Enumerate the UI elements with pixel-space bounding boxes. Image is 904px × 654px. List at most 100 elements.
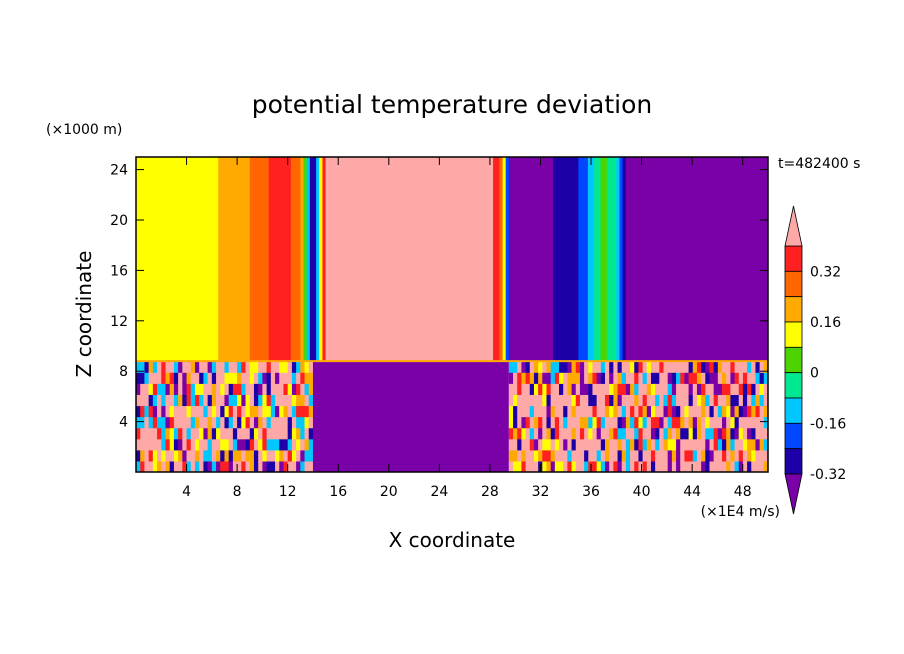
lower-layer-cell	[634, 449, 640, 462]
lower-layer-cell	[178, 416, 183, 429]
lower-layer-cell	[283, 405, 289, 418]
upper-layer-cell	[218, 157, 222, 362]
lower-layer-cell	[663, 449, 669, 462]
lower-layer-cell	[763, 394, 768, 407]
lower-layer-cell	[751, 372, 757, 384]
lower-layer-cell	[742, 438, 748, 451]
lower-layer-cell	[203, 405, 209, 418]
lower-layer-cell	[730, 383, 736, 395]
lower-layer-cell	[283, 394, 289, 407]
upper-layer-cell	[597, 157, 602, 362]
upper-layer-cell	[736, 157, 741, 362]
lower-layer-cell	[300, 427, 306, 440]
lower-layer-cell	[667, 383, 673, 395]
lower-layer-cell	[571, 383, 577, 395]
lower-layer-cell	[182, 460, 188, 472]
lower-layer-cell	[680, 438, 686, 451]
lower-layer-cell	[621, 361, 627, 373]
upper-layer-cell	[401, 157, 406, 362]
upper-layer-cell	[398, 157, 403, 362]
lower-layer-cell	[186, 361, 192, 373]
x-tick-label: 20	[380, 484, 398, 500]
lower-layer-cell	[751, 427, 757, 440]
upper-layer-cell	[733, 157, 737, 362]
lower-layer-cell	[676, 449, 681, 462]
lower-layer-cell	[182, 361, 188, 373]
lower-layer-cell	[617, 416, 623, 429]
x-tick-label: 32	[532, 484, 550, 500]
lower-layer-cell	[575, 460, 581, 472]
lower-layer-cell	[600, 372, 606, 384]
lower-layer-cell	[634, 427, 640, 440]
lower-layer-cell	[296, 361, 301, 373]
lower-layer-cell	[190, 416, 196, 429]
lower-layer-cell	[600, 449, 606, 462]
lower-layer-cell	[304, 383, 310, 395]
lower-layer-cell	[717, 449, 723, 462]
upper-layer-cell	[711, 157, 715, 362]
lower-layer-cell	[730, 460, 736, 472]
lower-layer-cell	[266, 449, 272, 462]
lower-layer-cell	[709, 427, 715, 440]
upper-layer-cell	[303, 157, 308, 362]
lower-layer-cell	[517, 405, 523, 418]
lower-layer-cell	[542, 438, 548, 451]
lower-layer-cell	[262, 460, 268, 472]
upper-layer-cell	[202, 157, 207, 362]
upper-layer-cell	[363, 157, 368, 362]
lower-layer-cell	[190, 394, 196, 407]
upper-layer-cell	[565, 157, 570, 362]
lower-layer-cell	[296, 427, 301, 440]
lower-layer-cell	[596, 449, 602, 462]
lower-layer-cell	[734, 427, 740, 440]
lower-layer-cell	[613, 449, 619, 462]
lower-layer-cell	[680, 405, 686, 418]
lower-layer-cell	[232, 449, 238, 462]
lower-layer-cell	[253, 383, 259, 395]
lower-layer-cell	[759, 460, 765, 472]
lower-layer-cell	[253, 405, 259, 418]
lower-layer-cell	[634, 460, 640, 472]
lower-layer-cell	[550, 449, 556, 462]
lower-layer-cell	[152, 405, 158, 418]
upper-layer-cell	[717, 157, 722, 362]
lower-layer-cell	[237, 383, 242, 395]
lower-layer-cell	[701, 394, 706, 407]
lower-layer-cell	[722, 449, 727, 462]
lower-layer-cell	[605, 394, 610, 407]
lower-layer-cell	[755, 438, 761, 451]
lower-layer-cell	[646, 460, 652, 472]
lower-layer-cell	[692, 416, 698, 429]
upper-layer-cell	[278, 157, 282, 362]
lower-layer-cell	[182, 449, 188, 462]
lower-layer-cell	[726, 427, 731, 440]
lower-layer-cell	[567, 394, 573, 407]
lower-layer-cell	[245, 372, 251, 384]
lower-layer-cell	[642, 383, 648, 395]
lower-layer-cell	[241, 361, 247, 373]
lower-layer-cell	[258, 383, 263, 395]
lower-layer-cell	[605, 405, 610, 418]
lower-layer-cell	[178, 427, 183, 440]
lower-layer-cell	[571, 405, 577, 418]
lower-layer-cell	[232, 383, 238, 395]
lower-layer-cell	[262, 438, 268, 451]
lower-layer-cell	[232, 438, 238, 451]
lower-layer-cell	[249, 449, 255, 462]
lower-layer-cell	[207, 394, 213, 407]
lower-layer-cell	[513, 372, 518, 384]
lower-layer-cell	[759, 405, 765, 418]
lower-layer-cell	[283, 383, 289, 395]
lower-layer-cell	[216, 416, 221, 429]
lower-layer-cell	[216, 460, 221, 472]
lower-layer-cell	[517, 460, 523, 472]
upper-layer-cell	[328, 157, 333, 362]
lower-layer-cell	[157, 416, 162, 429]
lower-layer-cell	[588, 427, 594, 440]
lower-layer-cell	[571, 361, 577, 373]
lower-layer-cell	[688, 427, 694, 440]
lower-layer-cell	[228, 460, 234, 472]
lower-layer-cell	[696, 460, 702, 472]
lower-layer-cell	[617, 394, 623, 407]
lower-layer-cell	[600, 438, 606, 451]
